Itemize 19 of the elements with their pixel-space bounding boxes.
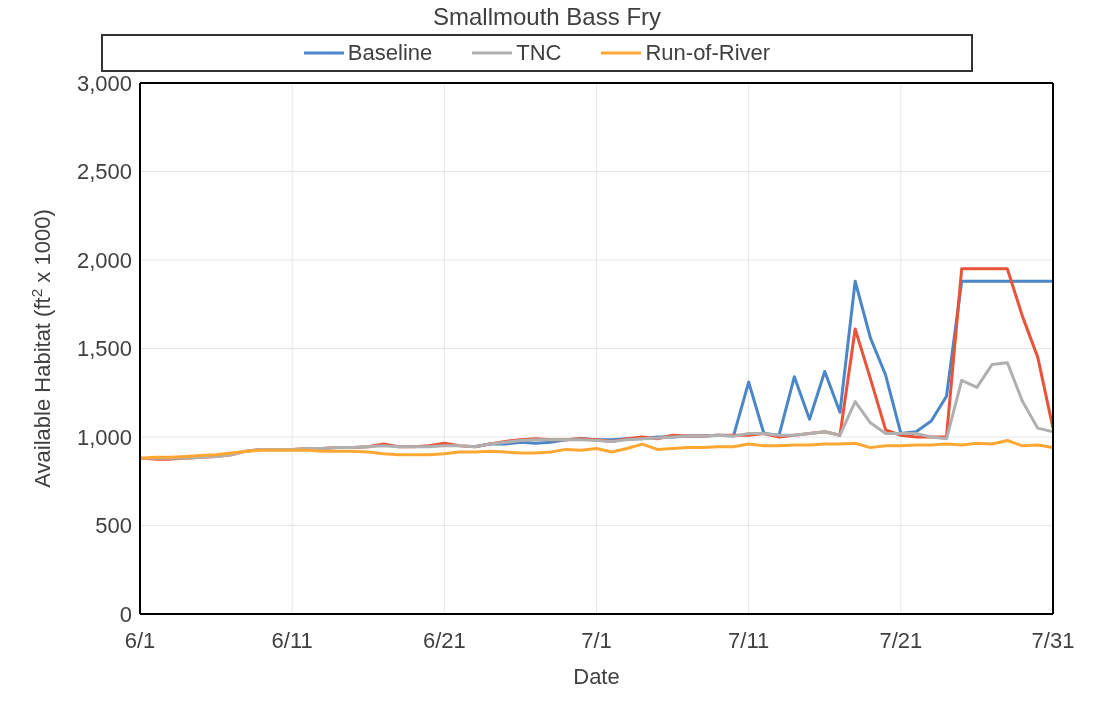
x-tick-label: 7/1 — [581, 627, 612, 653]
x-tick-label: 7/31 — [1031, 627, 1075, 653]
y-tick-label: 0 — [119, 601, 132, 627]
x-tick-label: 6/21 — [422, 627, 466, 653]
x-axis-title: Date — [573, 664, 620, 689]
y-tick-label: 2,500 — [76, 159, 132, 185]
chart-title: Smallmouth Bass Fry — [431, 2, 663, 32]
y-tick-label: 1,500 — [76, 336, 132, 362]
legend-label: Run-of-River — [645, 40, 771, 66]
x-tick-label: 6/11 — [271, 627, 313, 653]
legend-label: TNC — [516, 40, 562, 66]
legend-label: Baseline — [347, 40, 433, 66]
y-tick-label: 2,000 — [76, 247, 132, 273]
x-tick-label: 6/1 — [124, 627, 156, 653]
x-tick-label: 7/21 — [879, 627, 923, 653]
y-tick-label: 3,000 — [76, 70, 132, 96]
x-tick-label: 7/11 — [728, 627, 770, 653]
y-tick-label: 1,000 — [76, 424, 132, 450]
y-tick-label: 500 — [95, 513, 132, 539]
